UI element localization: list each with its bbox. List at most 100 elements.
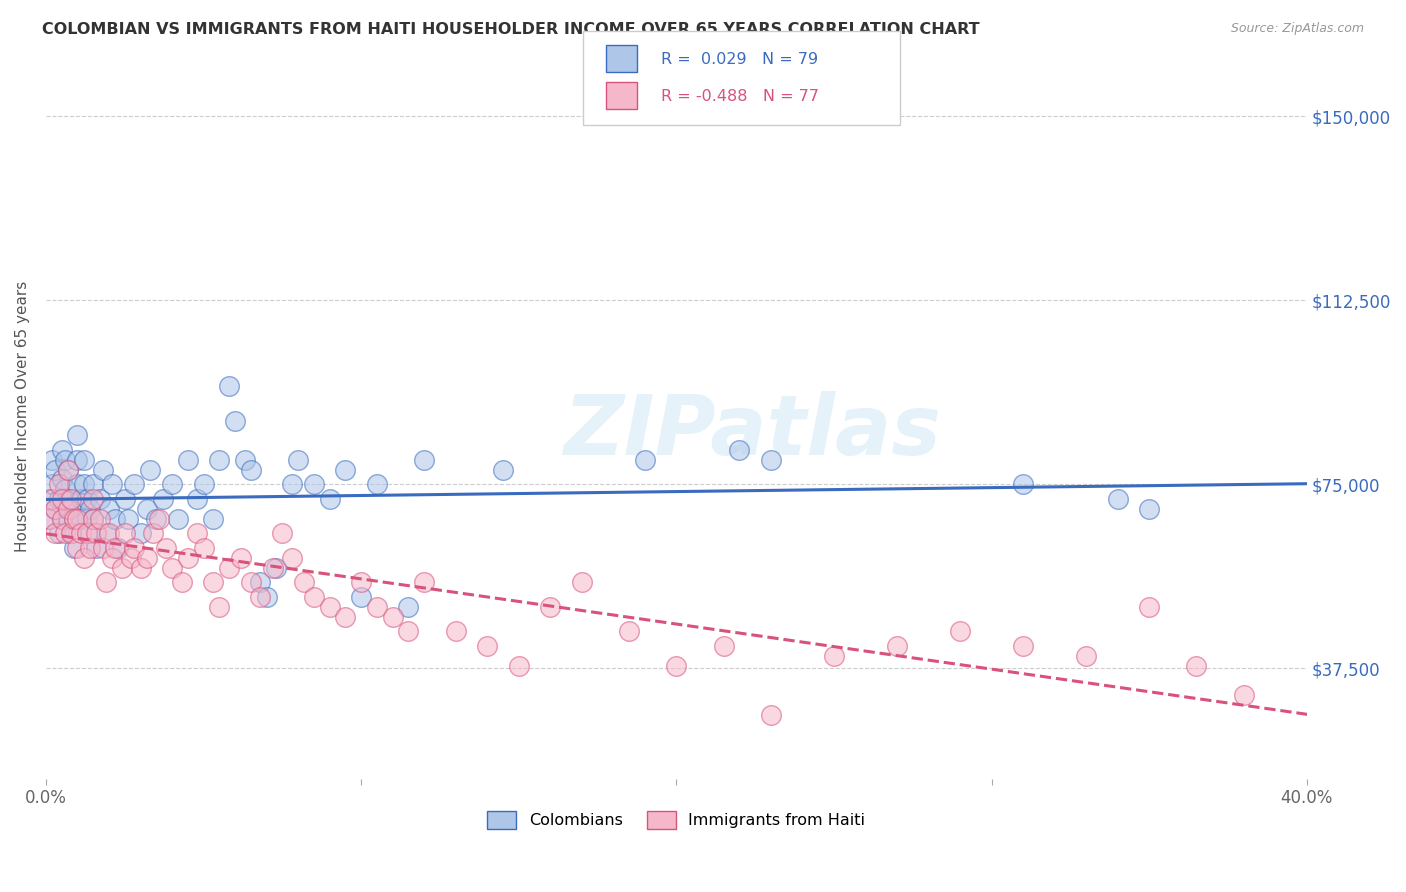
Point xyxy=(111,560,134,574)
Point xyxy=(69,511,91,525)
Point xyxy=(86,541,108,555)
Point xyxy=(114,526,136,541)
Point xyxy=(398,599,420,614)
Point xyxy=(51,472,73,486)
Point xyxy=(66,452,89,467)
Point xyxy=(38,511,60,525)
Point xyxy=(129,560,152,574)
Point xyxy=(122,477,145,491)
Point xyxy=(145,511,167,525)
Point xyxy=(56,501,79,516)
Point xyxy=(335,462,357,476)
Point xyxy=(318,599,340,614)
Text: ZIPatlas: ZIPatlas xyxy=(562,391,941,472)
Point xyxy=(60,526,83,541)
Point xyxy=(38,491,60,506)
Point xyxy=(759,707,782,722)
Point xyxy=(104,511,127,525)
Point xyxy=(51,511,73,525)
Point xyxy=(508,658,530,673)
Point xyxy=(249,575,271,590)
Point xyxy=(73,550,96,565)
Point xyxy=(1137,599,1160,614)
Point xyxy=(218,379,240,393)
Point xyxy=(1233,688,1256,702)
Point xyxy=(89,491,111,506)
Point xyxy=(886,639,908,653)
Point xyxy=(264,560,287,574)
Point xyxy=(89,511,111,525)
Point xyxy=(76,511,98,525)
Point xyxy=(318,491,340,506)
Point xyxy=(177,452,200,467)
Point xyxy=(1185,658,1208,673)
Point xyxy=(91,462,114,476)
Text: R =  0.029   N = 79: R = 0.029 N = 79 xyxy=(661,52,818,67)
Point xyxy=(76,526,98,541)
Point xyxy=(142,526,165,541)
Point xyxy=(1012,639,1035,653)
Point xyxy=(76,491,98,506)
Point xyxy=(53,526,76,541)
Point xyxy=(634,452,657,467)
Point xyxy=(202,575,225,590)
Point xyxy=(186,526,208,541)
Point xyxy=(231,550,253,565)
Point xyxy=(477,639,499,653)
Point xyxy=(302,477,325,491)
Point xyxy=(413,452,436,467)
Point xyxy=(202,511,225,525)
Point xyxy=(48,526,70,541)
Point xyxy=(193,541,215,555)
Point xyxy=(51,491,73,506)
Point xyxy=(302,590,325,604)
Point xyxy=(177,550,200,565)
Point xyxy=(98,501,121,516)
Point xyxy=(56,511,79,525)
Point xyxy=(398,624,420,639)
Point xyxy=(148,511,170,525)
Point xyxy=(239,462,262,476)
Point xyxy=(82,477,104,491)
Point xyxy=(82,511,104,525)
Point xyxy=(287,452,309,467)
Point xyxy=(79,526,101,541)
Point xyxy=(53,452,76,467)
Point xyxy=(86,526,108,541)
Point xyxy=(60,501,83,516)
Point xyxy=(44,501,66,516)
Point xyxy=(160,560,183,574)
Point xyxy=(571,575,593,590)
Point xyxy=(69,526,91,541)
Point xyxy=(122,541,145,555)
Point xyxy=(135,550,157,565)
Point xyxy=(193,477,215,491)
Point xyxy=(350,590,373,604)
Point xyxy=(41,477,63,491)
Point xyxy=(538,599,561,614)
Point xyxy=(101,477,124,491)
Point xyxy=(48,477,70,491)
Point xyxy=(51,511,73,525)
Point xyxy=(73,452,96,467)
Point xyxy=(281,550,304,565)
Point xyxy=(1107,491,1129,506)
Point xyxy=(41,491,63,506)
Point xyxy=(79,501,101,516)
Point xyxy=(56,491,79,506)
Point xyxy=(366,599,388,614)
Point xyxy=(69,491,91,506)
Point xyxy=(208,452,231,467)
Point xyxy=(107,541,129,555)
Point xyxy=(492,462,515,476)
Point xyxy=(63,511,86,525)
Point xyxy=(82,511,104,525)
Point xyxy=(233,452,256,467)
Point xyxy=(117,511,139,525)
Point xyxy=(1074,648,1097,663)
Point xyxy=(66,541,89,555)
Point xyxy=(79,541,101,555)
Point xyxy=(160,477,183,491)
Point xyxy=(366,477,388,491)
Y-axis label: Householder Income Over 65 years: Householder Income Over 65 years xyxy=(15,281,30,552)
